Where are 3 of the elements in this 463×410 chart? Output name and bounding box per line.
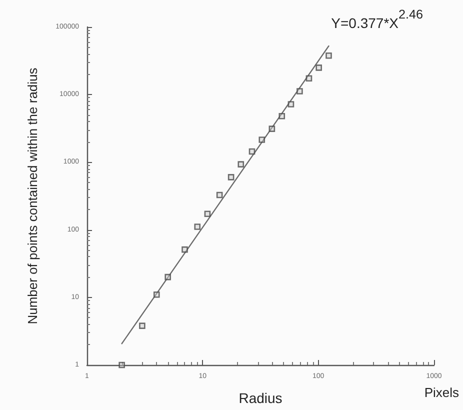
text: Pixels	[424, 385, 460, 400]
x-axis-title: Radius	[238, 390, 282, 406]
y-axis-title: Number of points contained within the radius	[25, 67, 40, 324]
